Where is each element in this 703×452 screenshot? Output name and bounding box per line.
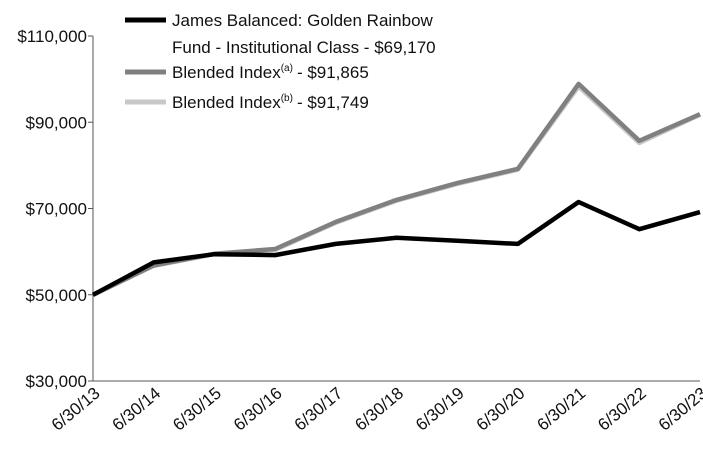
x-tick-label: 6/30/22 [594, 384, 650, 435]
y-tick-label: $90,000 [26, 113, 87, 132]
legend-label: James Balanced: Golden Rainbow Fund - Ins… [172, 11, 436, 57]
y-tick-label: $50,000 [26, 286, 87, 305]
legend-name: Blended Index [172, 93, 281, 112]
legend-label: Blended Index(a) - $91,865 [172, 63, 369, 82]
x-tick-label: 6/30/18 [351, 384, 407, 435]
legend-name: Blended Index [172, 63, 281, 82]
x-tick-label: 6/30/17 [291, 384, 347, 435]
series-line [92, 84, 701, 297]
x-tick-label: 6/30/14 [109, 384, 165, 435]
x-tick-label: 6/30/15 [169, 384, 225, 435]
y-tick-label: $70,000 [26, 200, 87, 219]
legend-note: (a) [281, 63, 293, 74]
y-tick-label: $110,000 [17, 27, 87, 46]
x-tick-label: 6/30/21 [533, 384, 589, 435]
x-tick-label: 6/30/13 [48, 384, 104, 435]
legend-value: - $91,749 [297, 93, 369, 112]
legend-value: - $91,865 [297, 63, 369, 82]
x-tick-label: 6/30/19 [412, 384, 468, 435]
x-tick-label: 6/30/23 [655, 384, 703, 435]
legend-label: Blended Index(b) - $91,749 [172, 93, 369, 112]
y-tick-label: $30,000 [26, 372, 87, 391]
x-tick-label: 6/30/16 [230, 384, 286, 435]
x-tick-label: 6/30/20 [473, 384, 529, 435]
series-line [91, 199, 701, 297]
legend-note: (b) [281, 93, 293, 104]
